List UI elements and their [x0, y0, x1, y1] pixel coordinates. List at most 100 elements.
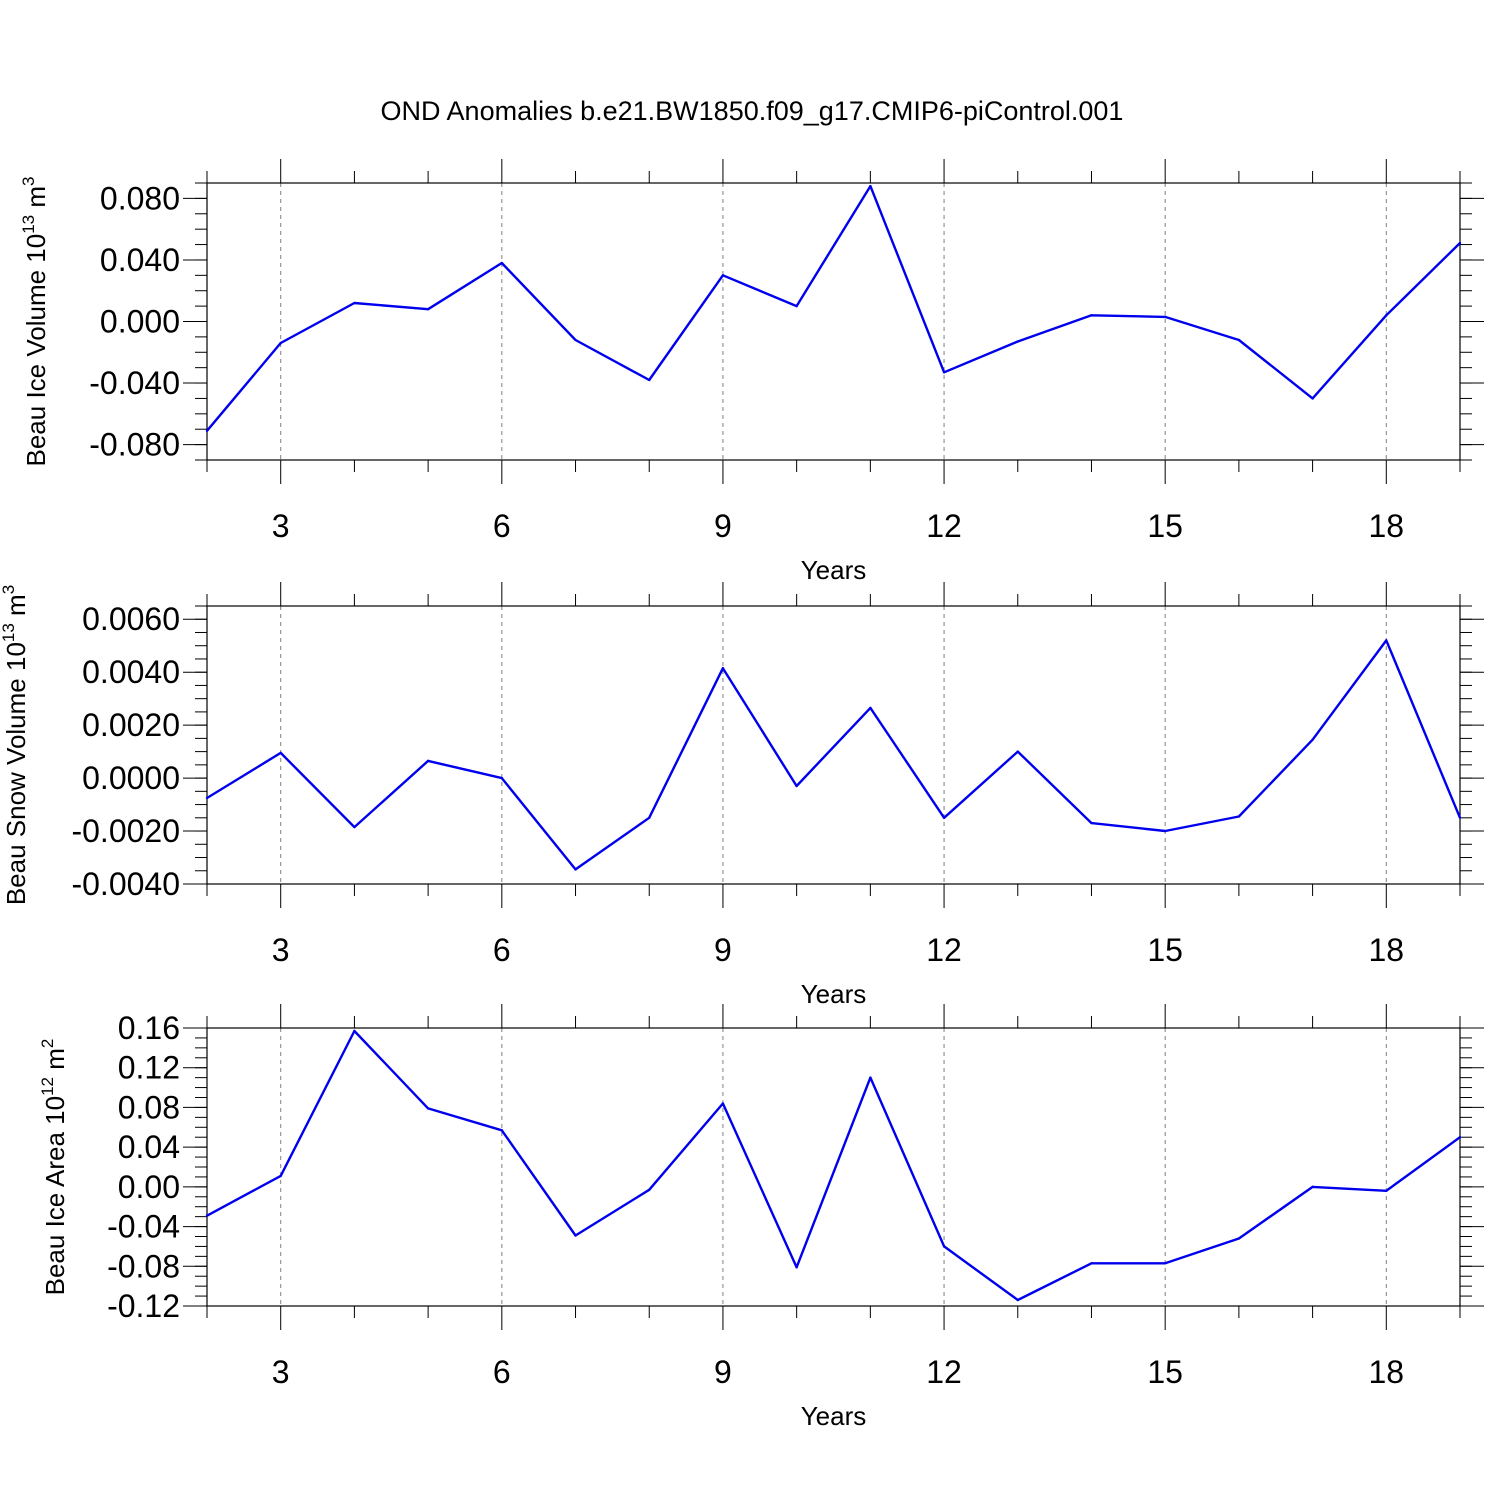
data-point: [426, 307, 430, 311]
data-point: [1385, 639, 1388, 642]
y-tick-label: 0.0000: [82, 760, 180, 796]
x-tick-label: 6: [493, 932, 511, 968]
data-point: [279, 341, 282, 345]
y-tick-label: -0.12: [107, 1288, 180, 1324]
data-point: [279, 1174, 282, 1178]
data-point: [574, 338, 577, 342]
x-tick-label: 3: [272, 932, 290, 968]
data-point: [500, 1129, 504, 1132]
x-tick-label: 3: [272, 1354, 290, 1390]
y-tick-label: -0.0040: [71, 866, 180, 902]
x-tick-label: 6: [493, 508, 511, 544]
data-point: [1385, 314, 1388, 317]
panel-1: -0.080 -0.040 0.000 0.040 0.080 3 6 9 12 15 18 Year…: [19, 159, 1484, 585]
data-point: [1090, 314, 1093, 317]
x-tick-label: 6: [493, 1354, 511, 1390]
series-line: [206, 1029, 1461, 1302]
data-point: [205, 429, 209, 432]
data-point: [1163, 1262, 1167, 1265]
data-point: [500, 261, 504, 265]
y-axis-label: Beau Ice Area 1012 m2: [38, 1039, 70, 1296]
data-point: [1237, 815, 1241, 818]
data-point: [279, 751, 282, 755]
panel-2: -0.0040 -0.0020 0.0000 0.0020 0.0040 0.0060 3 6…: [0, 582, 1484, 1009]
data-point: [795, 784, 798, 788]
data-point: [1237, 338, 1241, 342]
x-tick-label: 3: [272, 508, 290, 544]
x-tick-label: 9: [714, 932, 732, 968]
data-point: [574, 1234, 577, 1237]
data-point: [942, 371, 946, 374]
data-point: [869, 1076, 872, 1079]
plot-frame: [206, 605, 1461, 885]
data-point: [1311, 397, 1314, 400]
data-point: [1163, 315, 1167, 319]
x-tick-label: 12: [926, 508, 962, 544]
x-tick-label: 12: [926, 1354, 962, 1390]
data-point: [1016, 1298, 1019, 1302]
data-point: [205, 796, 209, 800]
x-tick-label: 12: [926, 932, 962, 968]
data-point: [1458, 816, 1462, 820]
data-point: [426, 1107, 430, 1110]
data-point: [353, 301, 356, 305]
x-axis-label: Years: [801, 1401, 867, 1431]
y-tick-label: 0.00: [118, 1169, 180, 1205]
data-point: [353, 1029, 356, 1033]
x-tick-label: 9: [714, 1354, 732, 1390]
data-point: [648, 378, 651, 382]
data-point: [1090, 1262, 1093, 1265]
x-tick-label: 15: [1147, 508, 1183, 544]
y-tick-label: -0.080: [89, 427, 180, 463]
data-point: [869, 184, 872, 188]
data-point: [1458, 1136, 1462, 1139]
data-point: [721, 1102, 725, 1105]
data-point: [1311, 738, 1314, 741]
y-tick-label: 0.0040: [82, 654, 180, 690]
data-point: [1458, 241, 1462, 245]
data-point: [1016, 750, 1019, 753]
y-tick-label: 0.16: [118, 1010, 180, 1046]
data-point: [795, 304, 798, 308]
figure-title: OND Anomalies b.e21.BW1850.f09_g17.CMIP6…: [381, 96, 1124, 126]
y-axis-label: Beau Snow Volume 1013 m3: [0, 585, 31, 905]
x-tick-label: 18: [1368, 932, 1404, 968]
y-tick-label: -0.0020: [71, 813, 180, 849]
data-point: [1016, 340, 1019, 343]
x-tick-label: 15: [1147, 932, 1183, 968]
y-tick-label: 0.04: [118, 1129, 180, 1165]
x-tick-label: 15: [1147, 1354, 1183, 1390]
y-tick-label: -0.08: [107, 1248, 180, 1284]
y-tick-label: 0.080: [100, 180, 180, 216]
data-point: [1311, 1185, 1314, 1189]
x-tick-label: 18: [1368, 508, 1404, 544]
y-axis-label: Beau Ice Volume 1013 m3: [19, 177, 51, 467]
data-point: [1237, 1237, 1241, 1240]
data-point: [1090, 821, 1093, 825]
x-tick-label: 9: [714, 508, 732, 544]
data-point: [1163, 829, 1167, 833]
data-point: [353, 825, 356, 829]
x-tick-label: 18: [1368, 1354, 1404, 1390]
data-point: [574, 868, 577, 871]
data-point: [205, 1214, 209, 1217]
y-tick-label: 0.12: [118, 1050, 180, 1086]
data-point: [1385, 1189, 1388, 1193]
series-line: [206, 639, 1462, 871]
data-point: [942, 816, 946, 820]
data-point: [795, 1266, 798, 1269]
y-tick-label: 0.0060: [82, 601, 180, 637]
panel-3: -0.12 -0.08-0.04 0.00 0.04 0.080.12 0.16 3 6 9 12…: [38, 1004, 1484, 1431]
series-line: [206, 184, 1461, 432]
data-point: [942, 1245, 946, 1248]
y-tick-label: 0.0020: [82, 707, 180, 743]
y-tick-label: -0.040: [89, 365, 180, 401]
data-point: [648, 1188, 651, 1192]
y-tick-label: 0.040: [100, 242, 180, 278]
data-point: [721, 274, 725, 277]
y-tick-label: 0.000: [100, 304, 180, 340]
y-tick-label: -0.04: [107, 1209, 180, 1245]
data-point: [500, 776, 504, 780]
x-axis-label: Years: [801, 979, 867, 1009]
